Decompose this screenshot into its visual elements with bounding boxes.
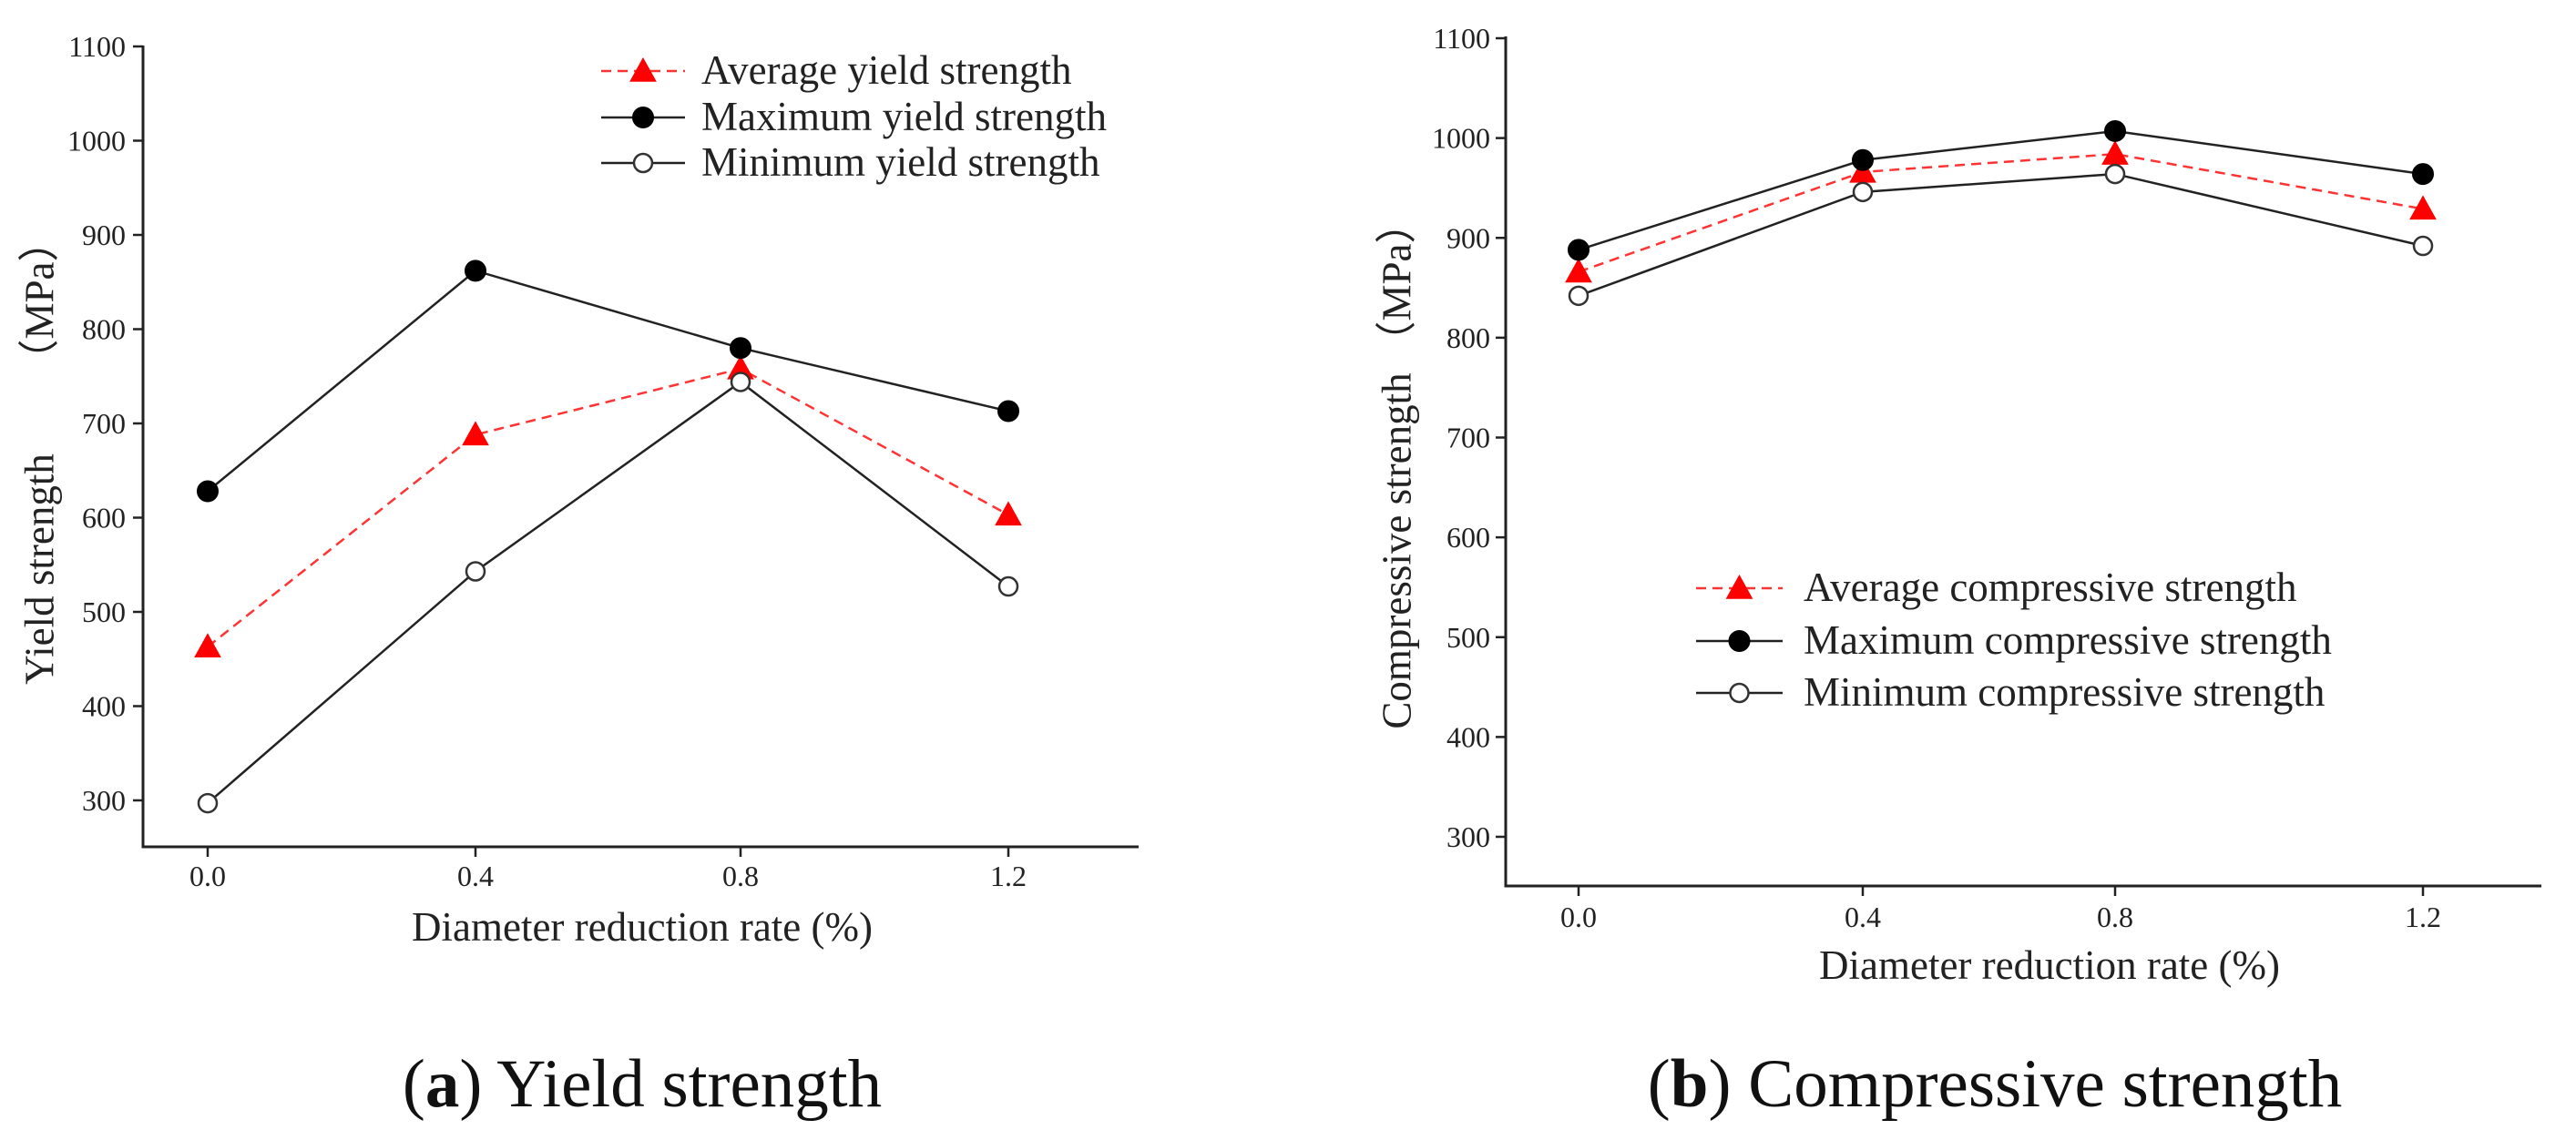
x-tick-label: 0.8 (722, 860, 759, 892)
caption-close-paren: ) (459, 1046, 496, 1122)
data-point (1568, 239, 1590, 261)
y-tick-label: 800 (1446, 321, 1490, 354)
y-axis-title-unit: （MPa） (1374, 202, 1419, 361)
data-point (2104, 119, 2126, 142)
y-axis-title-text: Compressive strength (1374, 372, 1419, 728)
series-line (207, 380, 1009, 805)
x-tick-label: 0.0 (189, 860, 226, 892)
x-axis-title: Diameter reduction rate (%) (412, 904, 873, 950)
y-tick-label: 900 (1446, 221, 1490, 254)
panel-b-compressive-strength-chart: 300 400 500 600 700 800 900 1000 1100 0.0 0.4 0.8 1.… (1374, 22, 2541, 1122)
data-point (2412, 163, 2434, 186)
series-line (207, 269, 1009, 493)
series-line (1578, 152, 2424, 273)
y-tick-label: 600 (1446, 521, 1490, 554)
caption-close-paren: ) (1708, 1046, 1748, 1122)
y-tick-label: 400 (1446, 720, 1490, 753)
legend-marker (632, 107, 654, 128)
series-line (1578, 172, 2424, 298)
data-point (995, 501, 1022, 526)
legend-marker (1728, 630, 1751, 652)
series-filled-circle (1568, 119, 2434, 261)
series-open-circle (197, 372, 1019, 814)
y-tick-label: 700 (82, 407, 126, 440)
panel-caption: (a) Yield strength (403, 1046, 882, 1122)
data-point (997, 400, 1019, 422)
caption-text: Yield strength (496, 1046, 882, 1122)
axis-frame (1504, 36, 2541, 888)
data-point (197, 792, 219, 814)
data-point (194, 633, 221, 657)
legend-label: Minimum yield strength (701, 139, 1099, 185)
y-tick-label: 700 (1446, 422, 1490, 454)
legend-label: Average compressive strength (1804, 565, 2296, 610)
series-triangle (194, 354, 1022, 657)
y-axis-title-text: Yield strength (16, 453, 62, 685)
y-tick-label: 1000 (67, 125, 126, 158)
y-tick-label: 500 (82, 596, 126, 628)
caption-panel-letter: a (425, 1046, 460, 1122)
y-tick-label: 1000 (1432, 122, 1490, 155)
data-point (730, 337, 751, 360)
x-tick-label: 0.8 (2097, 901, 2133, 933)
caption-panel-letter: b (1671, 1046, 1709, 1122)
series-open-circle (1568, 163, 2434, 307)
data-point (2409, 195, 2437, 220)
data-point (2412, 235, 2434, 257)
data-point (730, 372, 751, 392)
legend-label: Maximum compressive strength (1804, 617, 2332, 663)
data-point (465, 561, 486, 582)
caption-open-paren: ( (1648, 1046, 1671, 1122)
axis-frame (141, 46, 1139, 849)
y-tick-label: 1100 (68, 30, 126, 63)
data-point (462, 421, 489, 446)
legend-marker (632, 152, 654, 174)
legend-marker (1729, 682, 1750, 704)
y-tick-label: 800 (82, 313, 126, 346)
legend-marker (629, 56, 657, 82)
panel-caption: (b) Compressive strength (1648, 1046, 2342, 1122)
series-line (207, 367, 1009, 648)
caption-text: Compressive strength (1748, 1046, 2342, 1122)
x-tick-label: 1.2 (990, 860, 1027, 892)
data-point (465, 260, 486, 282)
x-tick-label: 0.0 (1560, 901, 1597, 933)
series-triangle (1565, 140, 2437, 283)
data-point (1852, 148, 1874, 171)
y-tick-label: 400 (82, 690, 126, 723)
y-tick-label: 900 (82, 219, 126, 251)
y-axis-title: Compressive strength （MPa） (1374, 202, 1419, 728)
legend-label: Minimum compressive strength (1804, 669, 2325, 715)
y-axis-title: Yield strength （MPa） (16, 220, 62, 684)
data-point (1568, 285, 1590, 307)
series-filled-circle (197, 260, 1019, 503)
y-tick-label: 1100 (1433, 22, 1490, 55)
data-point (997, 575, 1019, 597)
x-tick-label: 0.4 (1845, 901, 1881, 933)
x-axis-title: Diameter reduction rate (%) (1819, 942, 2280, 988)
legend-label: Maximum yield strength (701, 94, 1107, 139)
caption-open-paren: ( (403, 1046, 425, 1122)
panel-a-yield-strength-chart: 300 400 500 600 700 800 900 1000 1100 0.0 0.4 0.8 1.… (16, 30, 1139, 1122)
data-point (1565, 258, 1592, 283)
y-axis-title-unit: （MPa） (16, 220, 62, 380)
y-tick-label: 300 (1446, 820, 1490, 853)
data-point (1852, 181, 1874, 203)
x-tick-label: 0.4 (457, 860, 494, 892)
y-tick-label: 300 (82, 784, 126, 817)
data-point (2104, 163, 2126, 185)
data-point (197, 480, 219, 503)
legend: Average compressive strength Maximum comp… (1696, 565, 2332, 715)
series-line (1578, 129, 2424, 251)
legend-marker (1725, 574, 1753, 599)
y-tick-label: 600 (82, 502, 126, 534)
y-tick-label: 500 (1446, 621, 1490, 654)
legend-label: Average yield strength (701, 47, 1072, 93)
x-tick-label: 1.2 (2405, 901, 2441, 933)
